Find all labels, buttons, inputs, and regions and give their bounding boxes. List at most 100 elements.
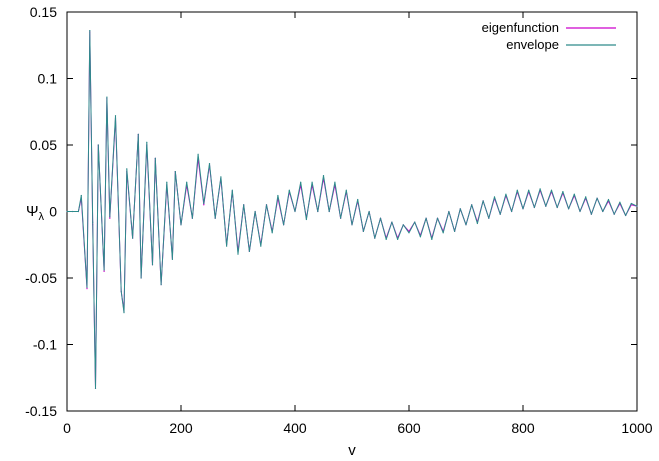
envelope-point [243,204,245,206]
envelope-point [528,189,530,191]
y-axis-title: Ψλ [26,203,45,223]
envelope-point [402,224,404,226]
envelope-point [311,181,313,183]
y-tick-label: -0.15 [25,403,57,419]
envelope-point [300,181,302,183]
eigenfunction-point [103,270,105,272]
envelope-point [197,153,199,155]
envelope-point [151,264,154,266]
legend-label: eigenfunction [482,20,559,35]
envelope-point [505,193,507,195]
envelope-point [368,210,370,213]
envelope-point [397,238,399,240]
envelope-point [305,218,307,221]
envelope-point [539,188,541,190]
x-tick-label: 800 [511,420,535,436]
envelope-point [613,213,615,215]
envelope-point [340,217,342,219]
envelope-point [556,206,558,209]
envelope-point [66,210,68,213]
x-axis-title: v [348,442,356,459]
envelope-point [351,224,353,226]
envelope-point [488,217,490,219]
envelope-point [436,217,439,219]
envelope-point [114,115,117,117]
envelope-point [596,197,598,199]
envelope-point [126,168,128,170]
envelope-point [132,237,134,239]
envelope-point [294,210,296,213]
envelope-point [154,157,156,159]
envelope-point [123,312,125,314]
envelope-point [408,232,410,234]
envelope-point [160,284,162,286]
envelope-point [97,144,99,146]
envelope-point [72,210,74,213]
envelope-point [545,205,547,207]
envelope-point [180,224,182,226]
envelope-point [579,210,581,213]
envelope-point [425,217,427,219]
envelope-point [92,221,94,223]
envelope-point [625,214,627,217]
eigenfunction-point [86,288,88,290]
envelope-point [214,217,216,219]
envelope-point [499,213,501,215]
x-tick-label: 200 [169,420,193,436]
envelope-point [602,210,604,213]
y-tick-label: 0.15 [30,4,57,20]
envelope-point [231,189,233,191]
series-layer [66,30,638,389]
envelope-point [511,210,513,213]
envelope-point [288,189,290,191]
series-line-eigenfunction [67,31,638,389]
envelope-point [533,206,536,209]
envelope-point [283,224,285,226]
legend: eigenfunction envelope [482,20,616,52]
y-axis-title-base: Ψ [26,203,39,220]
envelope-point [94,387,97,389]
envelope-point [77,210,79,213]
envelope-point [191,217,193,219]
envelope-point [271,232,273,234]
envelope-point [86,286,88,288]
envelope-point [630,202,632,205]
envelope-point [345,189,347,191]
series-line-envelope [67,30,638,389]
envelope-point [607,198,610,201]
envelope-point [186,181,188,183]
envelope-point [254,210,256,213]
envelope-point [550,189,553,191]
envelope-point [174,171,176,173]
envelope-point [431,238,433,240]
envelope-point [476,222,478,225]
envelope-point [471,204,473,206]
envelope-point [140,277,142,279]
envelope-point [516,189,518,191]
y-tick-label: 0 [49,204,57,220]
x-tick-label: 400 [283,420,307,436]
envelope-point [80,194,82,197]
envelope-point [442,232,444,234]
envelope-point [636,205,638,207]
envelope-point [357,198,359,201]
envelope-point [109,216,111,218]
y-tick-label: 0.05 [30,137,57,153]
y-axis-title-subscript: λ [39,211,45,223]
envelope-point [328,210,330,213]
envelope-point [585,196,587,198]
envelope-point [137,133,139,135]
envelope-point [106,96,108,98]
envelope-point [362,230,364,232]
envelope-point [573,193,575,195]
x-tick-label: 0 [63,420,71,436]
envelope-point [89,30,91,32]
envelope-point [493,196,496,198]
envelope-point [385,238,387,240]
plot-area: -0.15 -0.1 -0.05 0 0.05 0.1 0.15 0 200 400 600 800… [25,4,653,436]
envelope-point [171,258,173,260]
y-tick-label: -0.1 [33,337,57,353]
envelope-point [317,210,319,213]
envelope-point [465,224,467,226]
